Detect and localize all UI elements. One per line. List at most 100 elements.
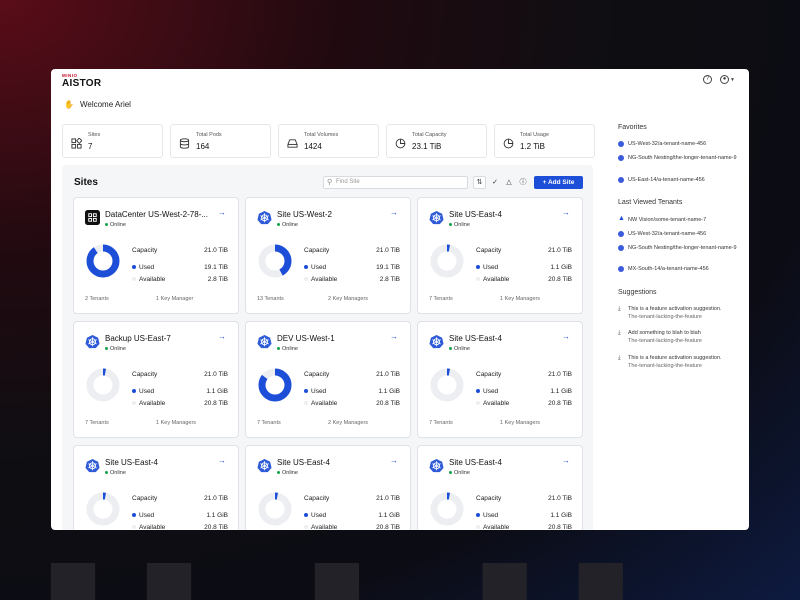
favorite-item-label: US-East-14/a-tenant-name-456	[628, 177, 705, 183]
arrow-right-icon[interactable]: →	[562, 332, 570, 341]
stat-value: 7	[88, 142, 93, 151]
site-search-input[interactable]: ⚲ Find Site	[323, 176, 468, 189]
arrow-right-icon[interactable]: →	[390, 456, 398, 465]
arrow-right-icon[interactable]: →	[218, 456, 226, 465]
tenant-icon	[618, 177, 624, 183]
capacity-row: Capacity 21.0 TiB	[132, 371, 228, 378]
arrow-right-icon[interactable]: →	[218, 208, 226, 217]
arrow-right-icon[interactable]: →	[562, 456, 570, 465]
add-site-button[interactable]: + Add Site	[534, 176, 583, 189]
used-row: Used 1.1 GiB	[476, 388, 572, 395]
favorite-item[interactable]: US-West-32/a-tenant-name-456	[618, 140, 743, 148]
site-card[interactable]: Site US-East-4 Online → Capacity 21.0 Ti…	[73, 445, 239, 530]
available-row: Available 20.8 TiB	[476, 276, 572, 283]
available-label: Available	[483, 524, 510, 530]
used-row: Used 1.1 GiB	[304, 388, 400, 395]
site-card[interactable]: Site US-East-4 Online → Capacity 21.0 Ti…	[417, 197, 583, 314]
used-value: 1.1 GiB	[378, 512, 400, 519]
used-label: Used	[483, 512, 499, 519]
available-row: Available 20.8 TiB	[132, 524, 228, 530]
site-card[interactable]: DataCenter US-West-2-78-... Online → Cap…	[73, 197, 239, 314]
used-label: Used	[139, 264, 155, 271]
site-card[interactable]: Site US-East-4 Online → Capacity 21.0 Ti…	[417, 445, 583, 530]
available-label: Available	[311, 276, 338, 283]
tenant-count: 7 Tenants	[257, 420, 281, 426]
site-card[interactable]: DEV US-West-1 Online → Capacity 21.0 TiB…	[245, 321, 411, 438]
online-dot	[105, 347, 108, 351]
suggestion-item[interactable]: ⤓ This is a feature activation suggestio…	[618, 305, 743, 321]
error-icon[interactable]: ⓘ	[519, 179, 527, 186]
last-viewed-item-label: NW Vision/some-tenant-name-7	[628, 217, 707, 223]
arrow-right-icon[interactable]: →	[562, 208, 570, 217]
app-window: MINIO AISTOR ? ● ▼ ✋ Welcome Ariel Sites…	[51, 69, 749, 530]
pie-icon	[503, 136, 514, 149]
site-card[interactable]: Site US-East-4 Online → Capacity 21.0 Ti…	[417, 321, 583, 438]
grid-icon	[71, 136, 83, 149]
tenant-count: 13 Tenants	[257, 296, 284, 302]
site-card[interactable]: Site US-East-4 Online → Capacity 21.0 Ti…	[245, 445, 411, 530]
used-value: 1.1 GiB	[206, 388, 228, 395]
stat-label: Total Pods	[196, 132, 222, 138]
online-dot	[277, 347, 280, 351]
stat-value: 1.2 TiB	[520, 142, 545, 151]
usage-donut	[430, 368, 464, 402]
used-row: Used 1.1 GiB	[476, 264, 572, 271]
used-legend-dot	[304, 265, 308, 270]
check-icon[interactable]: ✓	[492, 179, 498, 186]
last-viewed-item[interactable]: MX-South-14/a-tenant-name-456	[618, 265, 743, 273]
available-label: Available	[311, 524, 338, 530]
capacity-row: Capacity 21.0 TiB	[304, 495, 400, 502]
arrow-right-icon[interactable]: →	[390, 208, 398, 217]
suggestion-item[interactable]: ⤓ This is a feature activation suggestio…	[618, 354, 743, 370]
capacity-label: Capacity	[304, 371, 330, 378]
capacity-label: Capacity	[132, 247, 158, 254]
site-status: Online	[449, 470, 470, 476]
site-card[interactable]: Backup US-East-7 Online → Capacity 21.0 …	[73, 321, 239, 438]
last-viewed-item[interactable]: US-West-32/a-tenant-name-456	[618, 230, 743, 238]
help-icon[interactable]: ?	[703, 75, 713, 84]
favorite-item[interactable]: US-East-14/a-tenant-name-456	[618, 176, 743, 184]
available-label: Available	[139, 400, 166, 407]
user-menu[interactable]: ● ▼	[720, 75, 735, 84]
last-viewed-title: Last Viewed Tenants	[618, 199, 683, 206]
last-viewed-item-label: US-West-32/a-tenant-name-456	[628, 231, 707, 237]
used-legend-dot	[304, 389, 308, 394]
site-card[interactable]: Site US-West-2 Online → Capacity 21.0 Ti…	[245, 197, 411, 314]
stat-label: Total Usage	[520, 132, 550, 138]
available-value: 20.8 TiB	[376, 524, 400, 530]
capacity-row: Capacity 21.0 TiB	[476, 247, 572, 254]
key-manager-count: 2 Key Managers	[328, 420, 369, 426]
site-name: Site US-East-4	[449, 334, 502, 343]
site-status: Online	[277, 346, 298, 352]
warning-icon[interactable]: △	[506, 179, 512, 186]
suggestion-icon: ⤓	[618, 355, 621, 361]
usage-donut	[86, 368, 120, 402]
datacenter-icon	[85, 210, 100, 225]
favorites-title: Favorites	[618, 124, 647, 131]
site-status: Online	[105, 470, 126, 476]
online-dot	[277, 471, 280, 475]
last-viewed-item[interactable]: ▲ NW Vision/some-tenant-name-7	[618, 215, 743, 224]
arrow-right-icon[interactable]: →	[218, 332, 226, 341]
suggestion-subtext: The-tenant-lacking-the-feature	[628, 363, 702, 369]
sort-button[interactable]: ⇅	[473, 176, 486, 189]
available-row: Available 20.8 TiB	[132, 400, 228, 407]
used-value: 1.1 GiB	[378, 388, 400, 395]
capacity-value: 21.0 TiB	[376, 495, 400, 502]
database-icon	[179, 136, 190, 149]
last-viewed-item[interactable]: NG-South Nesting/the-longer-tenant-name-…	[618, 244, 743, 252]
kubernetes-icon	[257, 210, 272, 225]
site-name: Site US-East-4	[277, 458, 330, 467]
used-value: 1.1 GiB	[550, 512, 572, 519]
site-name: Site US-East-4	[105, 458, 158, 467]
logo: MINIO AISTOR	[62, 73, 101, 89]
available-legend-dot	[132, 401, 136, 406]
site-name: DEV US-West-1	[277, 334, 335, 343]
favorite-item[interactable]: NG-South Nesting/the-longer-tenant-name-…	[618, 154, 743, 162]
available-value: 2.8 TiB	[207, 276, 228, 283]
used-legend-dot	[476, 389, 480, 394]
arrow-right-icon[interactable]: →	[390, 332, 398, 341]
suggestion-item[interactable]: ⤓ Add something to blah to blah The-tena…	[618, 329, 743, 345]
available-value: 2.8 TiB	[379, 276, 400, 283]
suggestion-icon: ⤓	[618, 330, 621, 336]
